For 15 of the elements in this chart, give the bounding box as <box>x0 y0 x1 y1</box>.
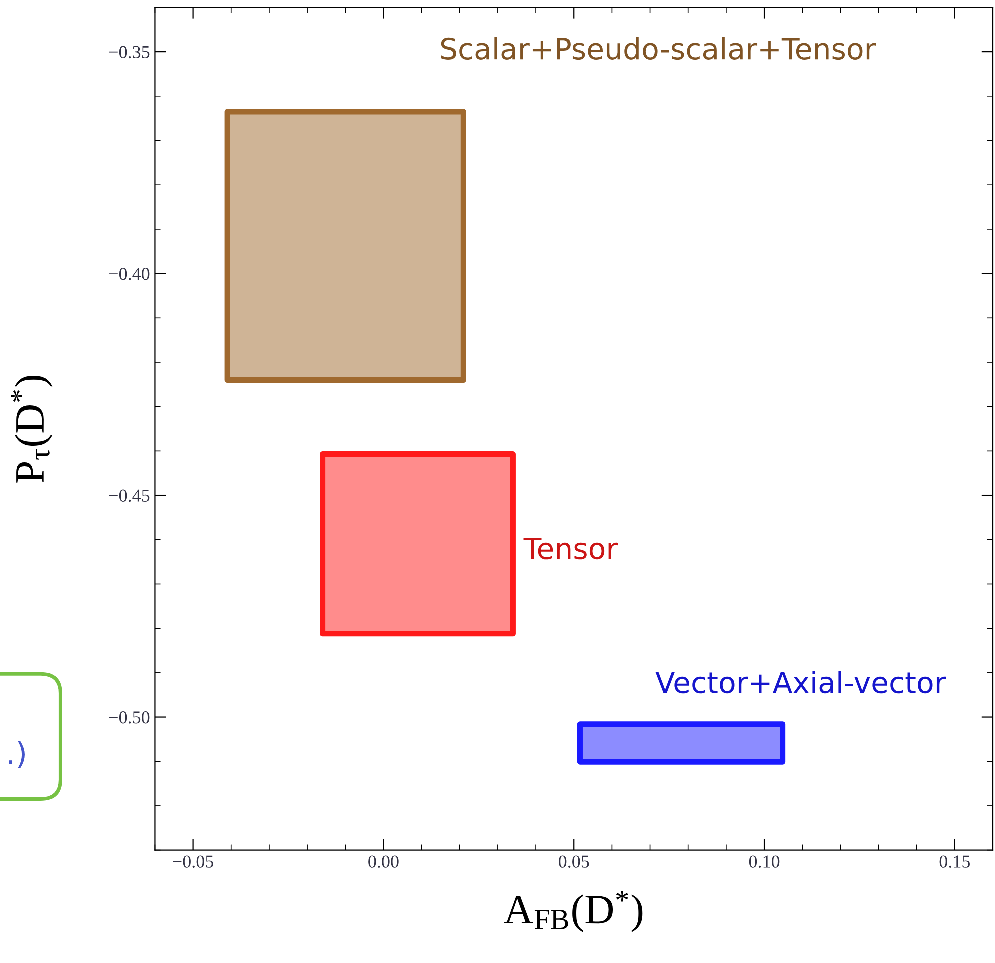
y-tick-label: −0.40 <box>109 268 150 280</box>
annotation: Tensor <box>524 538 618 560</box>
text: .) <box>9 741 25 768</box>
annotation: Scalar+Pseudo-scalar+Tensor <box>441 37 876 60</box>
x-tick-label: 0.10 <box>749 856 780 868</box>
y-axis-title: P$_{τ}$(D$^{*}$) <box>11 376 53 483</box>
x-tick-label: 0.05 <box>559 856 590 868</box>
y-tick-label: −0.50 <box>109 712 150 724</box>
y-tick-label: −0.35 <box>109 46 150 59</box>
x-axis-title: A$_{FB}$(D$^{*}$) <box>504 891 643 932</box>
x-tick-label: −0.05 <box>173 856 214 868</box>
x-tick-label: 0.15 <box>940 856 970 868</box>
y-tick-label: −0.45 <box>109 490 150 502</box>
annotation: Vector+Axial-vector <box>656 671 946 694</box>
x-tick-label: 0.00 <box>368 856 399 868</box>
